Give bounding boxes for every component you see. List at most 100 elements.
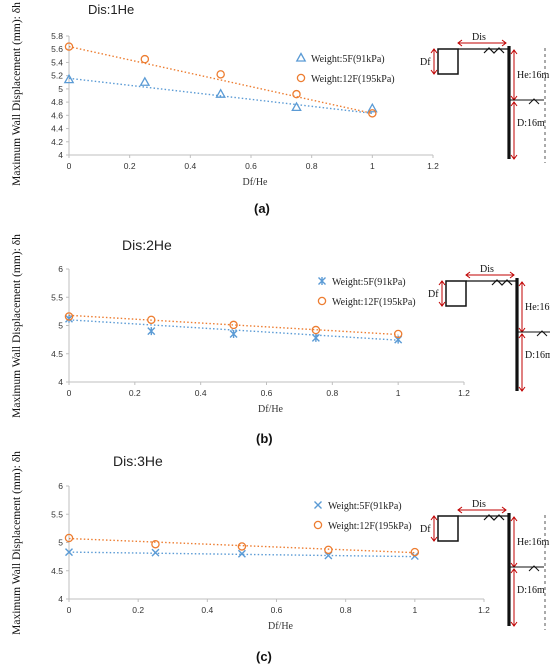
y-tick-label: 5 <box>58 538 63 548</box>
y-tick-label: 5.5 <box>51 292 63 302</box>
dis-arrowheads <box>465 271 515 279</box>
df-label: Df <box>420 57 431 68</box>
he-label: He:16m <box>517 70 549 81</box>
data-point-marker <box>215 88 226 98</box>
x-tick-label: 0.6 <box>261 388 273 398</box>
data-point-marker <box>64 42 74 51</box>
legend-marker <box>317 296 327 306</box>
y-tick-label: 4.5 <box>51 566 63 576</box>
x-tick-label: 0.8 <box>326 388 338 398</box>
data-point-marker <box>64 533 74 543</box>
legend-label: Weight:5F(91kPa) <box>311 54 385 65</box>
legend-marker <box>296 73 306 83</box>
dis-label: Dis <box>480 264 494 275</box>
chart-panel-b: Dis:2He 4 4.5 5 5.5 6 0 0.2 0.4 0.6 0.8 1 1.2 Df/He Ma… <box>11 234 550 446</box>
legend-label: Weight:12F(195kPa) <box>332 297 416 308</box>
data-point-marker <box>139 76 151 86</box>
x-tick-label: 0.8 <box>340 605 352 615</box>
y-tick-label: 5.6 <box>51 44 63 54</box>
dis-label: Dis <box>472 32 486 43</box>
y-tick-label: 6 <box>58 264 63 274</box>
excavation-symbol <box>536 330 548 337</box>
data-point-marker <box>151 548 160 557</box>
df-arrowheads <box>430 48 438 75</box>
x-tick-label: 0.4 <box>184 161 196 171</box>
data-point-marker <box>63 73 75 84</box>
excavation-symbol <box>528 98 540 105</box>
series-12f: Weight:12F(195kPa) <box>64 296 416 339</box>
data-point-marker <box>65 314 73 323</box>
x-tick-label: 1 <box>370 161 375 171</box>
he-label: He:16m <box>517 537 549 548</box>
legend-marker <box>313 520 323 530</box>
d-label: D:16m <box>517 118 545 129</box>
x-tick-label: 0.8 <box>306 161 318 171</box>
x-tick-label: 0.6 <box>271 605 283 615</box>
panel-caption: (a) <box>254 201 270 216</box>
x-tick-label: 0.6 <box>245 161 257 171</box>
trendline <box>68 314 399 336</box>
x-tick-label: 0 <box>67 388 72 398</box>
legend-label: Weight:5F(91kPa) <box>328 501 402 512</box>
x-tick-label: 0 <box>67 605 72 615</box>
chart-panel-a: Dis:1He 4 4.2 4.4 4.6 4.8 5 5.2 5.4 5.6 5.8 0 0.2 0.4… <box>11 2 549 216</box>
surcharge-symbol <box>483 514 505 521</box>
data-point-marker <box>229 320 238 330</box>
y-tick-label: 5.4 <box>51 57 63 67</box>
data-point-marker <box>311 325 321 335</box>
he-label: He:16m <box>525 302 550 313</box>
chart-title: Dis:2He <box>122 237 172 253</box>
x-axis-label: Df/He <box>258 404 284 415</box>
y-tick-label: 5 <box>58 84 63 94</box>
data-point-marker <box>147 315 156 325</box>
excavation-schematic: Df Dis He:16m D:16m <box>428 264 550 392</box>
x-tick-label: 1.2 <box>478 605 490 615</box>
data-point-marker <box>324 545 333 555</box>
data-point-marker <box>65 548 73 557</box>
data-point-marker <box>216 70 225 79</box>
y-tick-label: 4.8 <box>51 97 63 107</box>
data-point-marker <box>151 539 160 549</box>
y-tick-label: 5.8 <box>51 31 63 41</box>
legend-label: Weight:12F(195kPa) <box>328 521 412 532</box>
data-point-marker <box>140 54 150 64</box>
x-tick-label: 1.2 <box>458 388 470 398</box>
series-5f: Weight:5F(91kPa) <box>65 277 406 344</box>
excavation-symbol <box>528 565 540 572</box>
dis-arrowheads <box>457 39 507 47</box>
df-label: Df <box>420 524 431 535</box>
building-box <box>445 280 467 307</box>
y-tick-label: 4.4 <box>51 124 63 134</box>
x-axis-label: Df/He <box>243 177 269 188</box>
chart-title: Dis:1He <box>88 2 134 17</box>
x-tick-label: 0.4 <box>195 388 207 398</box>
excavation-schematic: Df Dis He:16m D:16m <box>420 32 549 163</box>
trendline <box>68 319 399 341</box>
x-tick-label: 0 <box>67 161 72 171</box>
y-tick-label: 4.6 <box>51 110 63 120</box>
surcharge-symbol <box>491 279 513 286</box>
data-point-marker <box>237 549 246 558</box>
y-tick-label: 4 <box>58 594 63 604</box>
legend-marker <box>318 277 326 285</box>
y-tick-label: 5 <box>58 321 63 331</box>
dis-arrowheads <box>457 506 507 514</box>
df-label: Df <box>428 289 439 300</box>
data-point-marker <box>64 312 74 321</box>
x-tick-label: 1 <box>412 605 417 615</box>
x-axis-label: Df/He <box>268 621 294 632</box>
excavation-schematic: Df Dis He:16m D:16m <box>420 499 549 630</box>
y-tick-label: 6 <box>58 481 63 491</box>
y-tick-label: 5.2 <box>51 71 63 81</box>
x-tick-label: 0.2 <box>132 605 144 615</box>
x-tick-label: 0.2 <box>129 388 141 398</box>
trendline <box>68 77 373 115</box>
data-point-marker <box>292 89 301 99</box>
d-label: D:16m <box>517 585 545 596</box>
legend-marker <box>314 501 322 509</box>
data-point-marker <box>291 101 302 112</box>
surcharge-symbol <box>483 47 505 54</box>
y-axis-label: Maximum Wall Displacement (mm): δh <box>11 2 23 186</box>
y-tick-label: 4 <box>58 150 63 160</box>
